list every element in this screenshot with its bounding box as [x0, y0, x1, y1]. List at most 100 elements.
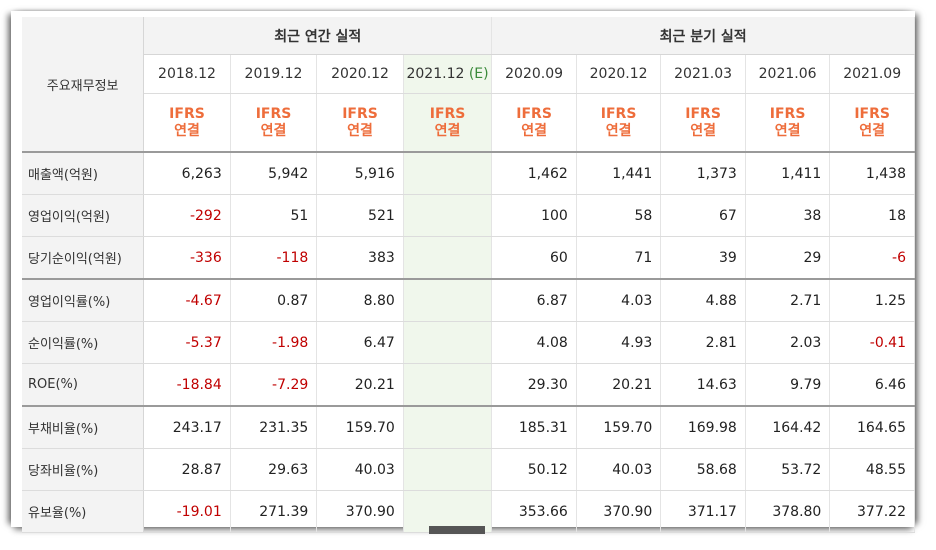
period-label: 2021.06: [758, 66, 817, 82]
value-cell: 4.93: [576, 321, 662, 364]
value-cell: 521: [316, 194, 404, 237]
standard-line1: IFRS: [169, 105, 205, 122]
value-cell: 71: [576, 236, 662, 280]
value-cell: 1,462: [491, 152, 577, 195]
value-cell: 1,438: [829, 152, 915, 195]
accounting-standard: IFRS 연결: [403, 93, 493, 153]
value-cell: 159.70: [316, 406, 404, 449]
period-header: 2021.09: [829, 54, 915, 94]
value-cell: 20.21: [316, 363, 404, 407]
value-cell: -118: [230, 236, 318, 280]
value-cell: 40.03: [576, 448, 662, 491]
value-cell: 6.46: [829, 363, 915, 407]
row-label: 부채비율(%): [22, 406, 145, 449]
value-cell: [403, 406, 493, 449]
period-label: 2021.12: [406, 66, 465, 82]
standard-line2: 연결: [690, 122, 716, 139]
standard-line2: 연결: [434, 122, 461, 139]
value-cell: 6.87: [491, 279, 577, 322]
standard-line2: 연결: [260, 122, 287, 139]
value-cell: 4.03: [576, 279, 662, 322]
standard-line2: 연결: [347, 122, 373, 139]
financial-summary-table: 주요재무정보 최근 연간 실적 최근 분기 실적 2018.12 2019.12 2…: [22, 17, 915, 533]
accounting-standard: IFRS 연결: [491, 93, 577, 153]
accounting-standard: IFRS 연결: [230, 93, 318, 153]
value-cell: 9.79: [745, 363, 831, 407]
row-label: 영업이익률(%): [22, 279, 145, 322]
table-row: 유보율(%) -19.01 271.39 370.90 353.66 370.90 371.…: [22, 490, 915, 533]
table-row: 영업이익률(%) -4.67 0.87 8.80 6.87 4.03 4.88 2.71 1.2…: [22, 279, 915, 322]
value-cell: [403, 490, 493, 533]
value-cell: 0.87: [230, 279, 318, 322]
value-cell: 28.87: [143, 448, 231, 491]
value-cell: 67: [660, 194, 746, 237]
value-cell: [403, 194, 493, 237]
standard-line1: IFRS: [685, 105, 721, 122]
value-cell: 271.39: [230, 490, 318, 533]
value-cell: [403, 152, 493, 195]
value-cell: 1.25: [829, 279, 915, 322]
standard-line1: IFRS: [255, 105, 292, 122]
value-cell: 14.63: [660, 363, 746, 407]
estimate-badge: [429, 526, 485, 534]
value-cell: 243.17: [143, 406, 231, 449]
value-cell: -7.29: [230, 363, 318, 407]
value-cell: [403, 279, 493, 322]
period-header: 2018.12: [143, 54, 231, 94]
period-label: 2020.12: [589, 66, 648, 82]
value-cell: 164.65: [829, 406, 915, 449]
period-label: 2020.09: [505, 66, 564, 82]
value-cell: -0.41: [829, 321, 915, 364]
value-cell: 60: [491, 236, 577, 280]
value-cell: 6,263: [143, 152, 231, 195]
value-cell: 29.63: [230, 448, 318, 491]
row-label: 당좌비율(%): [22, 448, 145, 491]
value-cell: 40.03: [316, 448, 404, 491]
standard-line2: 연결: [774, 122, 801, 139]
standard-line2: 연결: [605, 122, 632, 139]
value-cell: 185.31: [491, 406, 577, 449]
value-cell: 2.03: [745, 321, 831, 364]
value-cell: 20.21: [576, 363, 662, 407]
value-cell: 18: [829, 194, 915, 237]
value-cell: 50.12: [491, 448, 577, 491]
value-cell: [403, 321, 493, 364]
value-cell: 29.30: [491, 363, 577, 407]
table-row: 영업이익(억원) -292 51 521 100 58 67 38 18: [22, 194, 915, 237]
table-row: 당좌비율(%) 28.87 29.63 40.03 50.12 40.03 58.68 53.…: [22, 448, 915, 491]
annual-group-header: 최근 연간 실적: [143, 17, 493, 55]
value-cell: 4.88: [660, 279, 746, 322]
value-cell: -4.67: [143, 279, 231, 322]
row-label: ROE(%): [22, 363, 145, 407]
period-label: 2019.12: [244, 66, 303, 82]
value-cell: 159.70: [576, 406, 662, 449]
quarterly-group-header: 최근 분기 실적: [491, 17, 915, 55]
table-row: ROE(%) -18.84 -7.29 20.21 29.30 20.21 14.63 9.7…: [22, 363, 915, 407]
value-cell: 383: [316, 236, 404, 280]
value-cell: 58: [576, 194, 662, 237]
value-cell: 164.42: [745, 406, 831, 449]
value-cell: 8.80: [316, 279, 404, 322]
estimate-mark: (E): [468, 66, 489, 82]
row-label: 매출액(억원): [22, 152, 145, 195]
period-header: 2021.12 (E): [403, 54, 493, 94]
table-row: 매출액(억원) 6,263 5,942 5,916 1,462 1,441 1,373 1,4…: [22, 152, 915, 195]
accounting-standard: IFRS 연결: [576, 93, 662, 153]
period-header: 2020.09: [491, 54, 577, 94]
standard-line2: 연결: [859, 122, 886, 139]
corner-label: 주요재무정보: [22, 17, 145, 153]
period-header: 2019.12: [230, 54, 318, 94]
period-header: 2021.06: [745, 54, 831, 94]
period-label: 2020.12: [331, 66, 389, 82]
value-cell: 6.47: [316, 321, 404, 364]
standard-line1: IFRS: [516, 105, 552, 122]
value-cell: 1,441: [576, 152, 662, 195]
value-cell: 53.72: [745, 448, 831, 491]
value-cell: 2.81: [660, 321, 746, 364]
value-cell: -6: [829, 236, 915, 280]
value-cell: 5,916: [316, 152, 404, 195]
value-cell: 370.90: [316, 490, 404, 533]
period-header: 2020.12: [316, 54, 404, 94]
period-header: 2020.12: [576, 54, 662, 94]
value-cell: 371.17: [660, 490, 746, 533]
